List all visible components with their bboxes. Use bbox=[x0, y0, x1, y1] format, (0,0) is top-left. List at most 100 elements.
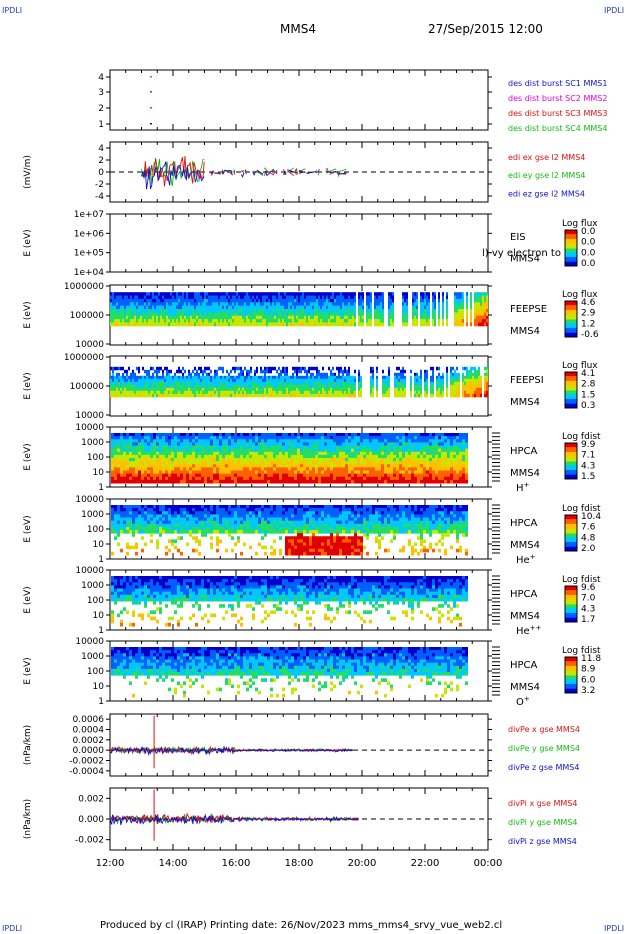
spectrogram-cell bbox=[204, 322, 206, 327]
spectrogram-cell bbox=[312, 448, 315, 453]
spectrogram-cell bbox=[136, 315, 138, 320]
spectrogram-cell bbox=[110, 384, 112, 389]
spectrogram-cell bbox=[165, 451, 168, 456]
spectrogram-cell bbox=[382, 387, 384, 392]
spectrogram-cell bbox=[216, 454, 219, 459]
spectrogram-cell bbox=[170, 369, 172, 374]
spectrogram-cell bbox=[243, 451, 246, 456]
spectrogram-cell bbox=[114, 387, 116, 392]
spectrogram-cell bbox=[286, 384, 288, 389]
spectrogram-cell bbox=[378, 315, 380, 320]
spectrogram-cell bbox=[426, 319, 428, 323]
spectrogram-cell bbox=[231, 451, 234, 456]
spectrogram-cell bbox=[216, 433, 219, 437]
spectrogram-cell bbox=[330, 292, 332, 297]
spectrogram-cell bbox=[456, 381, 458, 386]
spectrogram-cell bbox=[314, 387, 316, 392]
spectrogram-cell bbox=[268, 390, 270, 395]
spectrogram-cell bbox=[396, 372, 398, 377]
spectrogram-cell bbox=[144, 454, 147, 459]
spectrogram-cell bbox=[129, 433, 132, 437]
spectrogram-cell bbox=[378, 312, 380, 317]
spectrogram-cell bbox=[180, 298, 182, 303]
spectrogram-cell bbox=[146, 381, 148, 386]
spectrogram-cell bbox=[350, 375, 352, 380]
spectrogram-cell bbox=[164, 366, 166, 371]
spectrogram-cell bbox=[406, 292, 408, 297]
spectrogram-cell bbox=[255, 442, 258, 446]
spectrogram-cell bbox=[184, 309, 186, 313]
spectrogram-cell bbox=[252, 442, 255, 446]
spectrogram-cell bbox=[186, 393, 188, 398]
spectrogram-cell bbox=[338, 384, 340, 389]
spectrogram-cell bbox=[290, 378, 292, 383]
spectrogram-cell bbox=[432, 384, 434, 389]
spectrogram-cell bbox=[338, 390, 340, 395]
spectrogram-cell bbox=[458, 381, 460, 386]
spectrogram-cell bbox=[148, 309, 150, 313]
spectrogram-cell bbox=[478, 381, 480, 386]
spectrogram-cell bbox=[237, 479, 240, 484]
spectrogram-cell bbox=[146, 387, 148, 392]
spectrogram-cell bbox=[138, 322, 140, 327]
spectrogram-cell bbox=[478, 295, 480, 300]
spectrogram-cell bbox=[192, 390, 194, 395]
spectrogram-cell bbox=[124, 315, 126, 320]
spectrogram-cell bbox=[254, 372, 256, 377]
spectrogram-cell bbox=[261, 454, 264, 459]
spectrogram-cell bbox=[248, 372, 250, 377]
spectrogram-cell bbox=[210, 393, 212, 398]
y-axis-label: E (eV) bbox=[23, 443, 33, 470]
spectrogram-cell bbox=[156, 393, 158, 398]
spectrogram-cell bbox=[486, 322, 488, 327]
spectrogram-cell bbox=[286, 292, 288, 297]
spectrogram-cell bbox=[244, 384, 246, 389]
spectrogram-cell bbox=[214, 322, 216, 327]
spectrogram-cell bbox=[180, 454, 183, 459]
spectrogram-cell bbox=[124, 292, 126, 297]
colorbar-segment bbox=[565, 388, 577, 391]
spectrogram-cell bbox=[416, 319, 418, 323]
spectrogram-cell bbox=[152, 372, 154, 377]
spectrogram-cell bbox=[144, 315, 146, 320]
spectrogram-cell bbox=[300, 464, 303, 468]
spectrogram-cell bbox=[166, 372, 168, 377]
spectrogram-cell bbox=[166, 393, 168, 398]
spectrogram-cell bbox=[140, 312, 142, 317]
spectrogram-cell bbox=[288, 381, 290, 386]
spectrogram-cell bbox=[406, 315, 408, 320]
spectrogram-cell bbox=[244, 309, 246, 313]
spectrogram-cell bbox=[183, 461, 186, 465]
spectrogram-cell bbox=[422, 298, 424, 303]
spectrogram-cell bbox=[370, 305, 372, 310]
spectrogram-cell bbox=[264, 464, 267, 468]
spectrogram-cell bbox=[216, 312, 218, 317]
spectrogram-cell bbox=[294, 439, 297, 443]
spectrogram-cell bbox=[290, 312, 292, 317]
spectrogram-cell bbox=[248, 292, 250, 297]
spectrogram-cell bbox=[264, 387, 266, 392]
spectrogram-cell bbox=[398, 393, 400, 398]
spectrogram-cell bbox=[135, 461, 138, 465]
spectrogram-cell bbox=[262, 387, 264, 392]
spectrogram-cell bbox=[236, 322, 238, 327]
spectrogram-cell bbox=[200, 366, 202, 371]
spectrogram-cell bbox=[243, 467, 246, 471]
spectrogram-cell bbox=[228, 292, 230, 297]
spectrogram-cell bbox=[366, 305, 368, 310]
spectrogram-cell bbox=[264, 442, 267, 446]
spectrogram-cell bbox=[286, 381, 288, 386]
spectrogram-cell bbox=[336, 366, 338, 371]
spectrogram-cell bbox=[476, 319, 478, 323]
spectrogram-cell bbox=[304, 312, 306, 317]
spectrogram-cell bbox=[270, 375, 272, 380]
spectrogram-cell bbox=[272, 309, 274, 313]
spectrogram-cell bbox=[262, 305, 264, 310]
spectrogram-cell bbox=[168, 436, 171, 440]
spectrogram-cell bbox=[210, 470, 213, 475]
spectrogram-cell bbox=[249, 467, 252, 471]
spectrogram-cell bbox=[342, 315, 344, 320]
spectrogram-cell bbox=[262, 381, 264, 386]
spectrogram-cell bbox=[216, 378, 218, 383]
